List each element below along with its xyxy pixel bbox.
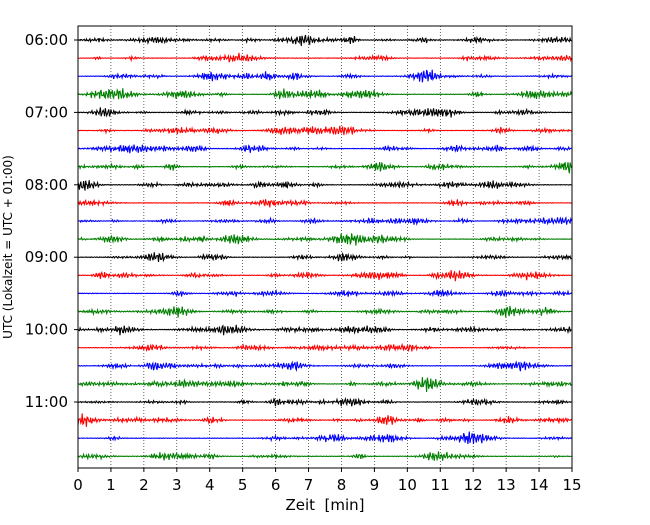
x-tick-label: 11: [431, 476, 450, 494]
y-axis-label: UTC (Lokalzeit = UTC + 01:00): [1, 155, 15, 339]
trace-0945: [77, 305, 572, 318]
x-tick-label: 9: [370, 476, 380, 494]
x-tick-label: 7: [304, 476, 314, 494]
x-tick-label: 13: [497, 476, 516, 494]
trace-0815: [77, 198, 572, 208]
trace-0830: [77, 216, 573, 227]
x-axis: 0 1 2 3 4 5 6 7 8 9 10 11 12 13 14 15: [73, 468, 582, 494]
y-tick-label: 06:00: [25, 31, 68, 49]
trace-1145: [77, 451, 572, 462]
trace-0645: [77, 88, 573, 100]
x-tick-label: 12: [464, 476, 483, 494]
y-tick-label: 09:00: [25, 248, 68, 266]
x-tick-label: 10: [398, 476, 417, 494]
x-tick-label: 1: [106, 476, 116, 494]
trace-0845: [77, 233, 572, 246]
x-tick-label: 4: [205, 476, 215, 494]
trace-0615: [77, 52, 573, 63]
plot-frame: [77, 25, 573, 469]
x-tick-label: 2: [139, 476, 149, 494]
trace-0800: [77, 180, 572, 191]
trace-1000: [77, 324, 572, 336]
x-tick-label: 14: [530, 476, 549, 494]
trace-0715: [77, 125, 572, 136]
x-tick-label: 0: [73, 476, 83, 494]
y-axis: 06:00 07:00 08:00 09:00 10:00 11:00: [25, 31, 78, 411]
trace-1130: [77, 431, 572, 445]
x-axis-label: Zeit [min]: [285, 496, 364, 514]
y-tick-label: 08:00: [25, 176, 68, 194]
trace-1100: [77, 396, 572, 407]
x-tick-label: 15: [562, 476, 581, 494]
trace-layer: [77, 34, 573, 462]
x-tick-label: 8: [337, 476, 347, 494]
y-tick-label: 11:00: [25, 393, 68, 411]
x-tick-label: 5: [238, 476, 248, 494]
trace-0930: [77, 288, 572, 298]
x-tick-label: 6: [271, 476, 281, 494]
trace-0900: [77, 251, 572, 263]
y-tick-label: 07:00: [25, 103, 68, 121]
trace-0915: [77, 270, 572, 282]
trace-1115: [77, 413, 572, 427]
x-tick-label: 3: [172, 476, 182, 494]
trace-0600: [77, 34, 572, 47]
trace-0730: [77, 144, 572, 154]
trace-0630: [77, 69, 572, 83]
trace-1045: [77, 377, 572, 392]
trace-1030: [77, 360, 572, 373]
trace-0700: [77, 107, 572, 118]
trace-0745: [77, 161, 573, 174]
trace-1015: [77, 342, 572, 353]
y-tick-label: 10:00: [25, 321, 68, 339]
